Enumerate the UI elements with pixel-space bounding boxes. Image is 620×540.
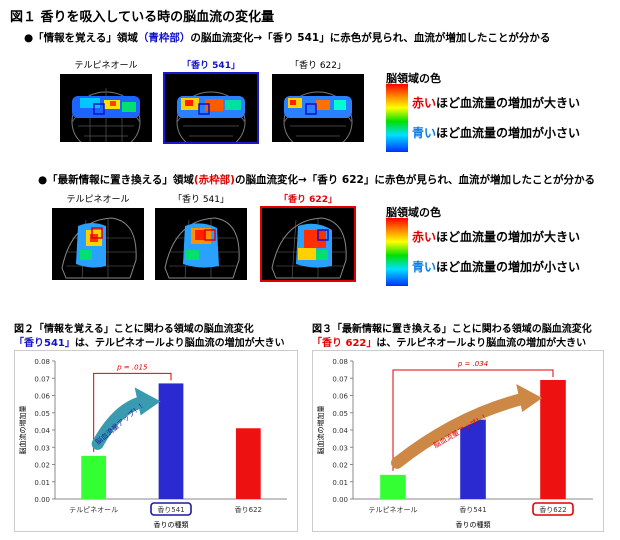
y-tick-label: 0.07: [332, 375, 348, 383]
brain-image-s1-terpineol: [60, 74, 152, 142]
category-highlight-box: [150, 502, 192, 516]
scale2-blue-word: 青い: [412, 260, 437, 274]
significance-bracket: [93, 372, 172, 452]
scale1-blue-text: 青いほど血流量の増加が小さい: [412, 124, 580, 141]
fig3-caption-hl: 「香り 622」: [312, 338, 377, 349]
fig2-caption-rest: は、テルピネオールより脳血流の増加が大きい: [74, 338, 285, 349]
scale2-title: 脳領域の色: [386, 206, 441, 219]
x-tick-label: テルピネオール: [69, 506, 118, 514]
scale2-gradient: [386, 218, 408, 286]
bar-2: [235, 428, 261, 499]
bar-0: [380, 474, 406, 499]
y-tick-label: 0.00: [34, 496, 50, 504]
section1-bullet: ●「情報を覚える」領域（青枠部）の脳血流変化→「香り 541」に赤色が見られ、血…: [24, 30, 550, 45]
y-tick-label: 0.00: [332, 496, 348, 504]
section1-bullet-pre: ●「情報を覚える」領域: [24, 32, 138, 44]
p-value-label: p = .015: [116, 363, 148, 371]
fig2-caption-line1: 図２「情報を覚える」ことに関わる領域の脳血流変化: [14, 324, 254, 335]
fig3-caption-line1: 図３「最新情報に置き換える」ことに関わる領域の脳血流変化: [312, 324, 592, 335]
brain-image-s2-622: [260, 206, 356, 282]
y-axis-label: 脳血流の増加量: [316, 406, 325, 455]
increase-arrow-shaft: [391, 391, 533, 469]
fig3-caption-rest: は、テルピネオールより脳血流の増加が大きい: [376, 338, 587, 349]
x-tick-label: テルピネオール: [369, 506, 418, 514]
bar-1: [460, 419, 486, 499]
s2-label-terpineol: テルピネオール: [66, 195, 130, 205]
significance-bracket: [392, 369, 554, 471]
y-tick-label: 0.07: [34, 375, 50, 383]
y-tick-label: 0.05: [332, 410, 348, 418]
figure-title: 図１ 香りを吸入している時の脳血流の変化量: [10, 10, 275, 25]
section2-bullet-pre: ●「最新情報に置き換える」領域: [38, 174, 194, 186]
scale1-red-word: 赤い: [412, 96, 437, 110]
scale1-title: 脳領域の色: [386, 72, 441, 85]
x-axis-label: 香りの種類: [154, 520, 189, 529]
y-tick-label: 0.05: [34, 410, 50, 418]
bar-1: [158, 383, 184, 499]
scale1-blue-word: 青い: [412, 126, 437, 140]
scale1-gradient: [386, 84, 408, 152]
fig2-chart-svg: 0.00 0.01 0.02 0.03 0.04 0.05 0.06 0.07 0.08 脳血流の…: [18, 358, 287, 529]
s2-label-622: 「香り 622」: [279, 195, 337, 205]
brain-image-s1-541: [163, 72, 259, 144]
fig3-chart-svg: 0.00 0.01 0.02 0.03 0.04 0.05 0.06 0.07 0.08 脳血流の…: [316, 358, 593, 529]
y-tick-label: 0.03: [34, 444, 50, 452]
section2-bullet-post: の脳血流変化→「香り 622」に赤色が見られ、血流が増加したことが分かる: [234, 174, 595, 186]
y-tick-label: 0.01: [332, 479, 348, 487]
y-tick-label: 0.08: [332, 358, 348, 366]
p-value-label: p = .034: [457, 360, 488, 368]
section1-bullet-frame: （青枠部）: [137, 32, 191, 44]
y-axis-label: 脳血流の増加量: [18, 406, 27, 455]
fig3-caption-line2: 「香り 622」は、テルピネオールより脳血流の増加が大きい: [312, 334, 586, 349]
scale2-blue-rest: ほど血流量の増加が小さい: [436, 260, 581, 274]
y-tick-label: 0.01: [34, 479, 50, 487]
s2-label-541: 「香り 541」: [172, 195, 230, 205]
brain-image-s2-terpineol: [52, 208, 144, 280]
s1-label-622: 「香り 622」: [289, 61, 347, 71]
s1-label-541: 「香り 541」: [182, 61, 240, 71]
increase-arrow-head: [516, 383, 543, 412]
fig2-caption-hl: 「香り541」: [14, 338, 75, 349]
x-axis-label: 香りの種類: [456, 520, 491, 529]
increase-arrow-head: [134, 387, 161, 416]
section2-bullet: ●「最新情報に置き換える」領域(赤枠部)の脳血流変化→「香り 622」に赤色が見…: [38, 172, 595, 187]
y-tick-label: 0.08: [34, 358, 50, 366]
brain-image-s1-622: [272, 74, 364, 142]
y-tick-label: 0.02: [332, 462, 348, 470]
scale2-blue-text: 青いほど血流量の増加が小さい: [412, 258, 580, 275]
scale1-red-text: 赤いほど血流量の増加が大きい: [412, 94, 580, 111]
scale1-red-rest: ほど血流量の増加が大きい: [436, 96, 581, 110]
category-highlight-box: [532, 502, 574, 516]
fig2-caption-line2: 「香り541」は、テルピネオールより脳血流の増加が大きい: [14, 334, 285, 349]
fig2-chart: 0.00 0.01 0.02 0.03 0.04 0.05 0.06 0.07 0.08 脳血流の…: [14, 350, 298, 532]
bar-2: [540, 379, 566, 499]
brain-image-s2-541: [155, 208, 247, 280]
bar-0: [81, 455, 107, 499]
x-tick-label: 香り541: [157, 505, 184, 514]
y-tick-label: 0.06: [34, 393, 50, 401]
x-tick-label: 香り541: [459, 505, 486, 514]
y-tick-label: 0.03: [332, 444, 348, 452]
scale1-blue-rest: ほど血流量の増加が小さい: [436, 126, 581, 140]
x-tick-label: 香り622: [539, 505, 566, 514]
section2-bullet-frame: (赤枠部): [193, 174, 235, 186]
y-tick-label: 0.02: [34, 462, 50, 470]
scale2-red-text: 赤いほど血流量の増加が大きい: [412, 228, 580, 245]
y-tick-label: 0.06: [332, 393, 348, 401]
x-tick-label: 香り622: [235, 505, 262, 514]
s1-label-terpineol: テルピネオール: [74, 61, 138, 71]
y-tick-label: 0.04: [332, 427, 348, 435]
fig3-chart: 0.00 0.01 0.02 0.03 0.04 0.05 0.06 0.07 0.08 脳血流の…: [312, 350, 604, 532]
section1-bullet-post: の脳血流変化→「香り 541」に赤色が見られ、血流が増加したことが分かる: [190, 32, 551, 44]
scale2-red-rest: ほど血流量の増加が大きい: [436, 230, 581, 244]
y-tick-label: 0.04: [34, 427, 50, 435]
scale2-red-word: 赤い: [412, 230, 437, 244]
